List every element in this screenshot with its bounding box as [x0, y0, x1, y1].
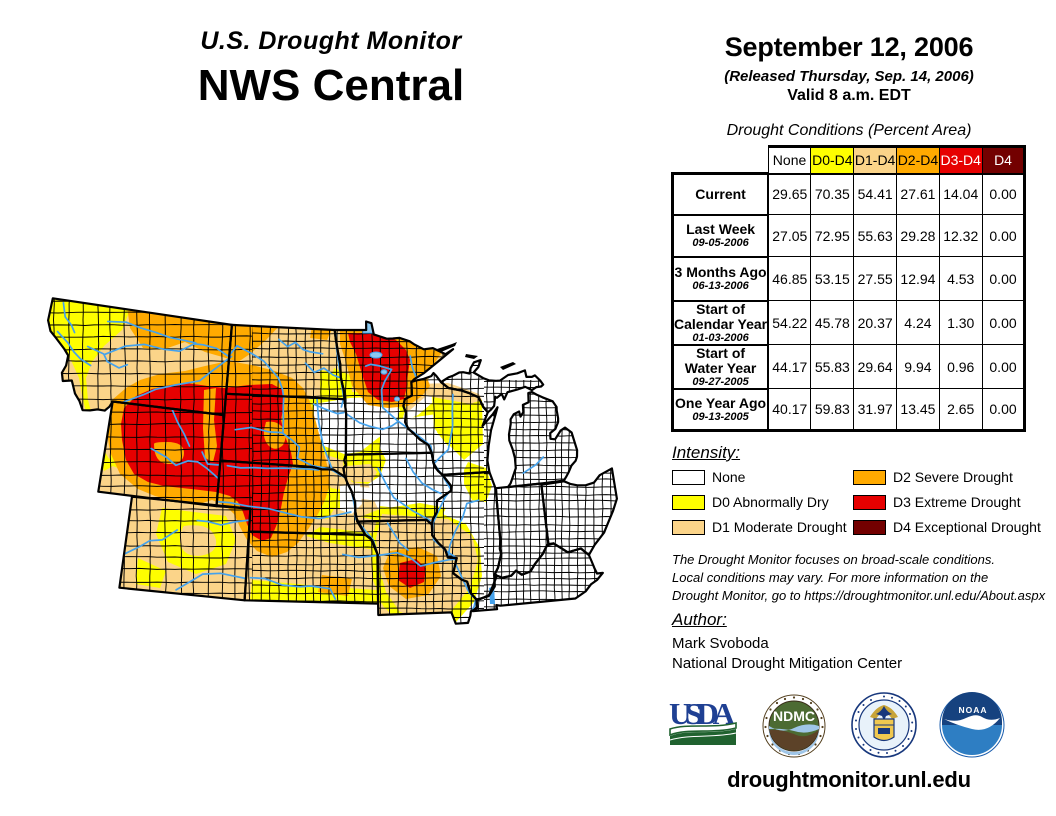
svg-text:NDMC: NDMC	[773, 708, 815, 724]
svg-text:NOAA: NOAA	[958, 705, 987, 715]
